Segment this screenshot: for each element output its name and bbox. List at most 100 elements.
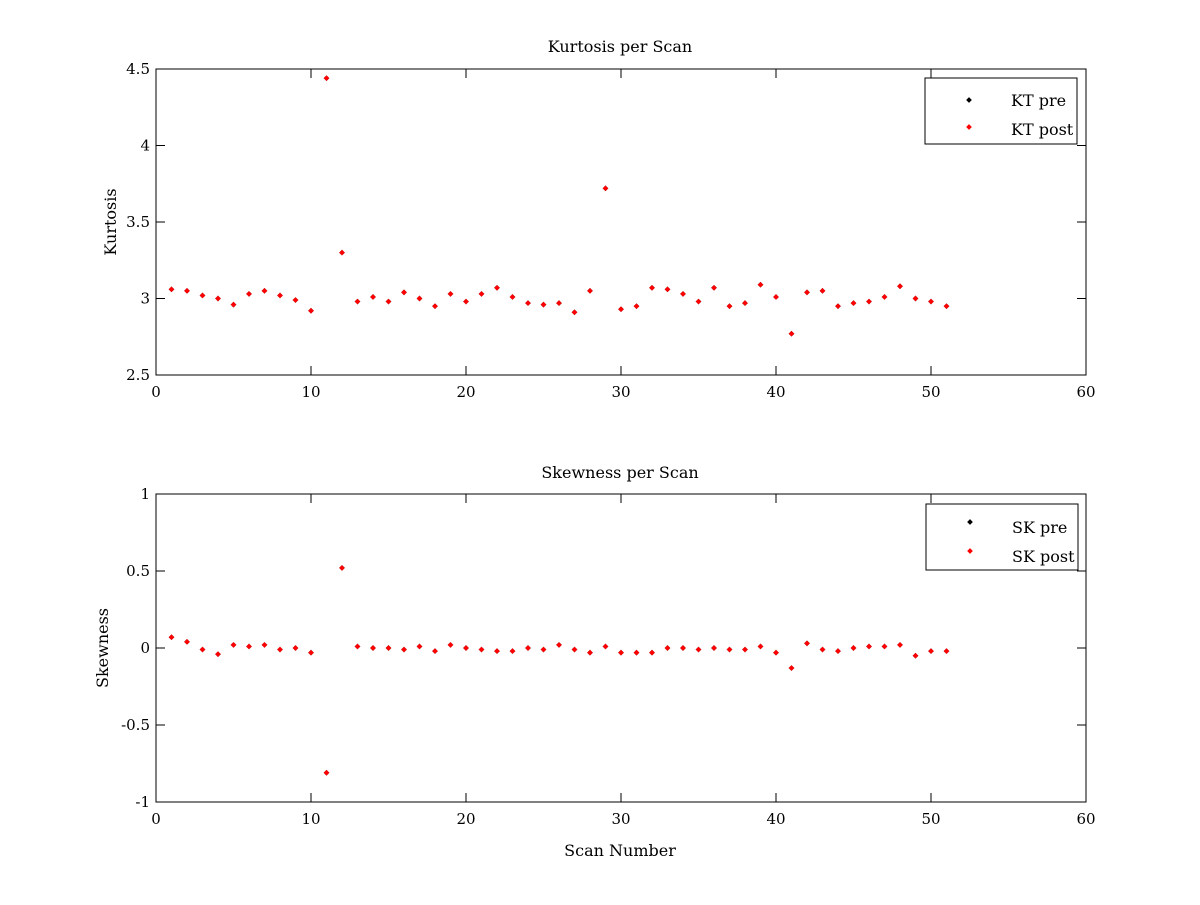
legend: KT pre KT post <box>924 77 1078 145</box>
data-point-kt-post <box>478 291 485 297</box>
data-point-sk-post <box>323 769 330 776</box>
legend-box <box>925 503 1079 571</box>
data-point-sk-post <box>261 642 268 648</box>
data-point-kt-post <box>928 298 934 305</box>
data-point-kt-post <box>416 295 423 302</box>
legend-label-sk-post: SK post <box>1012 547 1075 566</box>
data-point-sk-post <box>447 642 454 648</box>
data-point-kt-post <box>447 291 454 297</box>
data-point-kt-post <box>277 292 283 299</box>
data-point-kt-post <box>711 284 717 291</box>
data-point-sk-post <box>773 649 779 656</box>
data-point-sk-post <box>184 639 190 645</box>
data-point-kt-post <box>788 330 795 337</box>
data-point-kt-post <box>943 303 950 309</box>
x-tick-label: 50 <box>921 383 940 401</box>
x-tick-label: 60 <box>1076 383 1095 401</box>
data-point-sk-post <box>835 648 841 654</box>
x-tick-label: 30 <box>611 810 630 828</box>
kurtosis-chart: Kurtosis per Scan 0 10 20 30 40 50 60 2.5 3 3.5 4 4… <box>101 37 1096 401</box>
data-point-kt-post <box>354 298 361 305</box>
data-point-sk-post <box>850 645 857 651</box>
data-point-kt-post <box>757 281 764 288</box>
data-point-kt-post <box>680 291 686 297</box>
x-axis-label: Scan Number <box>564 841 676 860</box>
data-point-kt-post <box>215 295 221 302</box>
data-point-kt-post <box>742 300 748 306</box>
data-point-sk-post <box>525 645 531 651</box>
data-point-sk-post <box>277 646 283 653</box>
data-point-kt-post <box>401 289 407 296</box>
data-point-sk-post <box>819 646 826 653</box>
x-tick-label: 10 <box>301 383 320 401</box>
data-point-sk-post <box>587 649 593 656</box>
data-point-sk-post <box>339 565 345 571</box>
data-point-kt-post <box>230 301 237 308</box>
data-point-kt-post <box>664 286 671 293</box>
data-point-sk-post <box>168 634 175 641</box>
data-point-sk-post <box>649 649 655 656</box>
data-point-sk-post <box>215 651 221 657</box>
x-tick-label: 50 <box>921 810 940 828</box>
data-point-sk-post <box>804 640 810 647</box>
data-point-kt-post <box>773 294 779 300</box>
y-tick-label: -1 <box>135 793 150 811</box>
data-point-sk-post <box>478 646 485 653</box>
legend-label-kt-pre: KT pre <box>1011 91 1066 110</box>
y-tick-label: 4.5 <box>126 60 150 78</box>
y-tick-label: 0.5 <box>126 562 150 580</box>
x-tick-label: 60 <box>1076 810 1095 828</box>
data-point-kt-post <box>463 298 469 305</box>
chart-title: Kurtosis per Scan <box>548 37 692 56</box>
data-point-sk-post <box>757 643 764 650</box>
y-tick-label: 1 <box>140 485 150 503</box>
data-point-kt-post <box>323 75 330 82</box>
data-point-kt-post <box>339 249 345 256</box>
data-point-kt-post <box>292 297 299 303</box>
data-point-sk-post <box>695 646 702 653</box>
data-point-kt-post <box>571 309 578 316</box>
x-tick-label: 40 <box>766 383 785 401</box>
data-point-sk-post <box>571 646 578 653</box>
data-point-sk-post <box>230 642 237 648</box>
data-point-kt-post <box>897 283 903 290</box>
data-point-sk-post <box>556 642 562 648</box>
x-tick-label: 30 <box>611 383 630 401</box>
legend-box <box>924 77 1078 145</box>
x-tick-label: 0 <box>151 810 161 828</box>
x-tick-label: 10 <box>301 810 320 828</box>
data-point-sk-post <box>912 652 919 659</box>
data-point-sk-post <box>866 643 872 650</box>
data-point-sk-post <box>494 648 500 654</box>
data-point-kt-post <box>912 295 919 302</box>
y-tick-label: -0.5 <box>121 716 150 734</box>
data-point-kt-post <box>556 300 562 306</box>
data-point-sk-post <box>540 646 547 653</box>
legend: SK pre SK post <box>925 503 1079 571</box>
data-point-sk-post <box>432 648 438 654</box>
data-point-kt-post <box>308 307 314 314</box>
data-point-sk-post <box>664 645 671 651</box>
data-point-sk-post <box>711 645 717 651</box>
data-point-kt-post <box>633 303 640 309</box>
data-point-sk-post <box>401 646 407 653</box>
data-point-kt-post <box>602 185 609 192</box>
legend-marker-sk-pre <box>967 519 973 525</box>
legend-marker-sk-post <box>967 548 973 554</box>
data-point-sk-post <box>928 648 934 654</box>
data-point-sk-post <box>199 646 206 653</box>
data-point-kt-post <box>726 303 733 309</box>
data-point-sk-post <box>633 649 640 656</box>
y-tick-label: 2.5 <box>126 366 150 384</box>
data-point-kt-post <box>184 288 190 294</box>
data-point-kt-post <box>804 289 810 296</box>
data-point-kt-post <box>866 298 872 305</box>
data-point-sk-post <box>897 642 903 648</box>
x-tick-label: 20 <box>456 383 475 401</box>
legend-label-sk-pre: SK pre <box>1012 518 1067 537</box>
data-point-sk-post <box>354 643 361 650</box>
data-point-kt-post <box>199 292 206 299</box>
data-point-sk-post <box>509 648 516 654</box>
